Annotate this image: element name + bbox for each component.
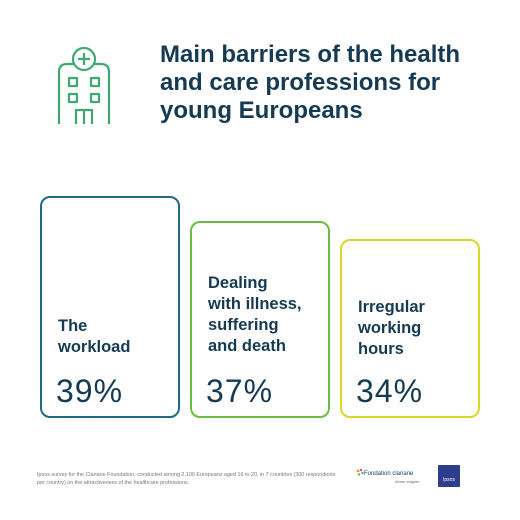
footnote: Ipsos survey for the Clariane Foundation… [37, 472, 336, 486]
clariane-logo-text: Fondation clariane [364, 471, 414, 477]
fondation-clariane-logo: Fondation clariane Aimer soigner [355, 468, 425, 490]
barrier-percentage: 37% [206, 373, 274, 409]
barrier-percentage: 39% [56, 373, 124, 409]
hospital-icon [57, 46, 111, 124]
barrier-card: Dealing with illness, suffering and deat… [190, 221, 330, 418]
barrier-label: The workload [58, 317, 131, 356]
clariane-logo-subtext: Aimer soigner [395, 479, 420, 484]
barrier-percentage: 34% [356, 373, 424, 409]
ipsos-logo: Ipsos [438, 465, 460, 487]
barrier-card: Irregular working hours 34% [340, 239, 480, 418]
page-title: Main barriers of the health and care pro… [160, 41, 461, 124]
barrier-label: Dealing with illness, suffering and deat… [208, 274, 302, 355]
barrier-label: Irregular working hours [358, 298, 425, 358]
barrier-card: The workload 39% [40, 196, 180, 418]
